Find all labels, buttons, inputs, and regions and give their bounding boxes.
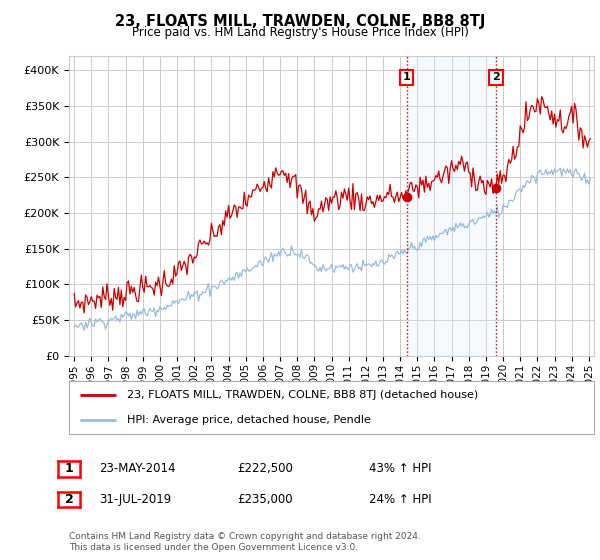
Text: 23-MAY-2014: 23-MAY-2014 bbox=[99, 462, 176, 475]
Text: 2: 2 bbox=[65, 493, 73, 506]
Text: 24% ↑ HPI: 24% ↑ HPI bbox=[369, 493, 431, 506]
Text: HPI: Average price, detached house, Pendle: HPI: Average price, detached house, Pend… bbox=[127, 414, 371, 424]
Text: 1: 1 bbox=[65, 462, 73, 475]
Text: 43% ↑ HPI: 43% ↑ HPI bbox=[369, 462, 431, 475]
Text: £222,500: £222,500 bbox=[237, 462, 293, 475]
Text: £235,000: £235,000 bbox=[237, 493, 293, 506]
Text: 23, FLOATS MILL, TRAWDEN, COLNE, BB8 8TJ (detached house): 23, FLOATS MILL, TRAWDEN, COLNE, BB8 8TJ… bbox=[127, 390, 478, 400]
Bar bbox=[407, 56, 496, 356]
Text: 31-JUL-2019: 31-JUL-2019 bbox=[99, 493, 171, 506]
Text: Price paid vs. HM Land Registry's House Price Index (HPI): Price paid vs. HM Land Registry's House … bbox=[131, 26, 469, 39]
Text: 2: 2 bbox=[492, 72, 500, 82]
Text: Contains HM Land Registry data © Crown copyright and database right 2024.
This d: Contains HM Land Registry data © Crown c… bbox=[69, 533, 421, 552]
Text: 1: 1 bbox=[403, 72, 410, 82]
Text: 23, FLOATS MILL, TRAWDEN, COLNE, BB8 8TJ: 23, FLOATS MILL, TRAWDEN, COLNE, BB8 8TJ bbox=[115, 14, 485, 29]
